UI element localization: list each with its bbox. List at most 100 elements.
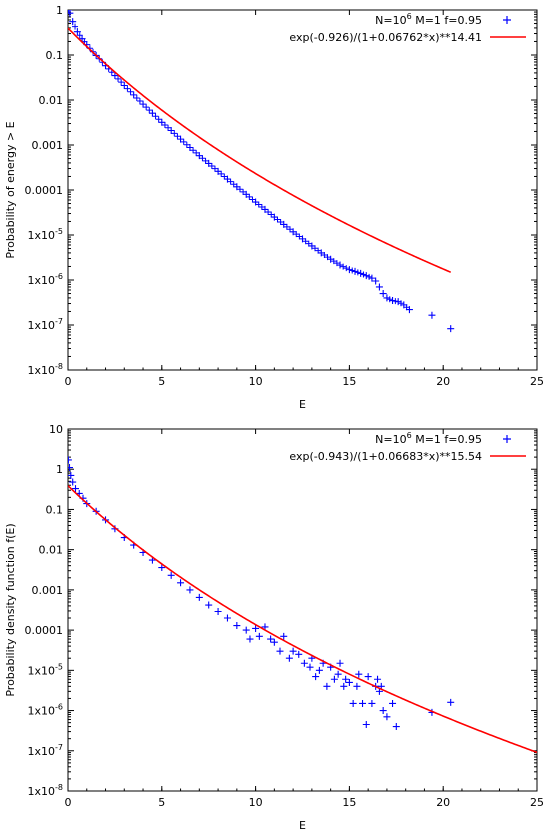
data-point xyxy=(139,100,147,108)
y-tick-label: 1x10-6 xyxy=(28,272,64,287)
data-point xyxy=(289,647,297,655)
legend-label: N=106 M=1 f=0.95 xyxy=(375,12,482,27)
data-point xyxy=(342,675,350,683)
x-tick-label: 10 xyxy=(249,375,263,388)
data-point xyxy=(362,721,370,729)
data-point xyxy=(205,159,213,167)
data-point xyxy=(280,632,288,640)
data-point xyxy=(345,678,353,686)
y-tick-label: 0.001 xyxy=(32,584,64,597)
x-tick-label: 25 xyxy=(530,796,544,809)
data-point xyxy=(233,183,241,191)
y-axis-label: Probability density function f(E) xyxy=(4,523,17,696)
data-point xyxy=(223,175,231,183)
x-tick-label: 0 xyxy=(65,796,72,809)
y-tick-label: 1x10-8 xyxy=(28,783,64,798)
data-point xyxy=(389,699,397,707)
data-point xyxy=(353,682,361,690)
data-point xyxy=(242,190,250,198)
data-point xyxy=(299,235,306,243)
data-point xyxy=(68,456,72,464)
data-point xyxy=(130,91,138,99)
data-point xyxy=(323,682,331,690)
data-point xyxy=(252,198,260,206)
data-point xyxy=(158,564,166,572)
chart-probability-density: 0 5 10 15 20 25 1x10-8 1x10-7 1x10-6 1x10-5 0.0001… xyxy=(4,423,544,832)
data-point xyxy=(261,205,269,213)
data-point xyxy=(349,699,357,707)
data-point xyxy=(68,471,75,479)
data-point xyxy=(186,143,194,151)
data-point xyxy=(447,325,455,333)
data-point xyxy=(69,18,77,26)
data-point xyxy=(336,659,344,667)
y-tick-label: 1x10-8 xyxy=(28,362,64,377)
data-point xyxy=(364,673,372,681)
data-point xyxy=(68,10,74,17)
data-point xyxy=(233,622,241,630)
x-tick-label: 15 xyxy=(342,375,356,388)
data-point xyxy=(334,670,342,678)
y-tick-label: 0.0001 xyxy=(25,184,64,197)
data-point xyxy=(214,608,222,616)
data-point xyxy=(186,586,194,594)
x-axis-label: E xyxy=(299,398,306,411)
data-point xyxy=(285,654,293,662)
data-point xyxy=(308,242,316,250)
data-point xyxy=(148,109,156,117)
legend-label: exp(-0.943)/(1+0.06683*x)**15.54 xyxy=(289,450,482,463)
x-axis-label: E xyxy=(299,819,306,832)
data-point xyxy=(111,72,119,80)
data-point xyxy=(252,624,260,632)
data-point xyxy=(73,28,81,36)
y-tick-label: 0.01 xyxy=(39,94,64,107)
y-tick-label: 0.1 xyxy=(46,49,64,62)
data-point xyxy=(205,601,213,609)
data-point xyxy=(379,707,387,715)
y-tick-label: 0.1 xyxy=(46,503,64,516)
data-point xyxy=(428,311,436,319)
y-tick-label: 0.01 xyxy=(39,544,64,557)
fit-curve xyxy=(68,27,452,273)
data-point xyxy=(295,650,303,658)
data-point xyxy=(167,571,175,579)
data-point xyxy=(246,635,254,643)
data-point xyxy=(315,666,323,674)
x-tick-label: 0 xyxy=(65,375,72,388)
data-point xyxy=(120,82,128,90)
x-tick-label: 5 xyxy=(158,375,165,388)
legend-label: exp(-0.926)/(1+0.06762*x)**14.41 xyxy=(289,31,482,44)
data-point xyxy=(280,220,288,228)
fit-curve xyxy=(68,485,537,754)
x-tick-label: 10 xyxy=(249,796,263,809)
x-tick-label: 20 xyxy=(436,796,450,809)
data-point xyxy=(167,127,175,134)
data-point xyxy=(312,673,320,681)
data-point xyxy=(375,283,383,291)
data-point xyxy=(374,675,382,683)
data-point xyxy=(317,249,325,257)
data-point-cluster xyxy=(72,23,410,311)
data-point xyxy=(177,135,185,143)
x-tick-label: 15 xyxy=(342,796,356,809)
plot-frame xyxy=(67,428,538,792)
data-point xyxy=(340,682,348,690)
data-point xyxy=(255,632,263,640)
data-point xyxy=(336,261,344,269)
data-point xyxy=(379,290,387,298)
y-tick-label: 1x10-7 xyxy=(28,743,64,758)
data-point xyxy=(69,478,77,486)
data-point xyxy=(242,626,250,634)
data-point xyxy=(355,670,363,678)
legend-marker xyxy=(503,16,511,24)
data-point xyxy=(306,663,314,671)
data-point xyxy=(68,10,72,14)
data-point xyxy=(177,579,185,587)
data-point xyxy=(267,635,275,643)
data-point xyxy=(276,647,284,655)
data-point xyxy=(372,277,380,285)
data-point xyxy=(300,659,308,667)
data-point xyxy=(195,593,203,601)
plot-frame xyxy=(67,9,538,371)
